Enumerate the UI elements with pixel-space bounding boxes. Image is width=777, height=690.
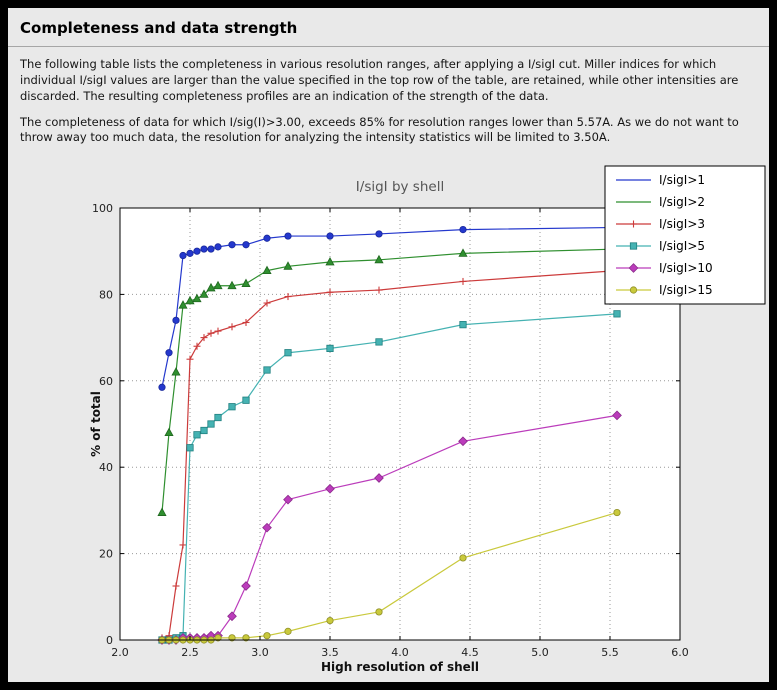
completeness-figure: 2.0 2.5 3.0 3.5 4.0 4.5 5.0 5.5 6.0 0 20 40 60 80 100 I… bbox=[8, 160, 769, 682]
legend-label: I/sigI>2 bbox=[659, 195, 705, 209]
x-tick-label: 4.0 bbox=[391, 646, 409, 659]
y-tick-label: 60 bbox=[99, 375, 113, 388]
x-tick-label: 5.0 bbox=[531, 646, 549, 659]
title-divider bbox=[8, 46, 769, 47]
x-tick-label: 3.5 bbox=[321, 646, 339, 659]
chart-generated: 2.0 2.5 3.0 3.5 4.0 4.5 5.0 5.5 6.0 0 20 40 60 80 100 I… bbox=[92, 165, 766, 659]
y-axis-label: % of total bbox=[89, 391, 103, 457]
chart-title: I/sigI by shell bbox=[356, 179, 444, 195]
y-tick-label: 80 bbox=[99, 288, 113, 301]
report-page: Completeness and data strength The follo… bbox=[8, 8, 769, 682]
legend-label: I/sigI>10 bbox=[659, 261, 713, 275]
x-tick-label: 4.5 bbox=[461, 646, 479, 659]
y-tick-label: 40 bbox=[99, 461, 113, 474]
x-axis-label: High resolution of shell bbox=[321, 660, 479, 674]
legend-label: I/sigI>5 bbox=[659, 239, 705, 253]
y-tick-label: 0 bbox=[106, 634, 113, 647]
x-tick-label: 2.5 bbox=[181, 646, 199, 659]
x-tick-label: 2.0 bbox=[111, 646, 129, 659]
legend-label: I/sigI>3 bbox=[659, 217, 705, 231]
legend-label: I/sigI>1 bbox=[659, 173, 705, 187]
intro-paragraph: The following table lists the completene… bbox=[20, 57, 739, 103]
x-tick-label: 3.0 bbox=[251, 646, 269, 659]
x-tick-label: 6.0 bbox=[671, 646, 689, 659]
legend-label: I/sigI>15 bbox=[659, 283, 713, 297]
page-title: Completeness and data strength bbox=[20, 19, 298, 37]
x-tick-label: 5.5 bbox=[601, 646, 619, 659]
y-tick-label: 100 bbox=[92, 202, 113, 215]
conclusion-paragraph: The completeness of data for which I/sig… bbox=[20, 114, 739, 145]
legend-box bbox=[604, 165, 766, 305]
chart-canvas: 2.0 2.5 3.0 3.5 4.0 4.5 5.0 5.5 6.0 0 20 40 60 80 100 I… bbox=[89, 165, 766, 674]
y-tick-label: 20 bbox=[99, 548, 113, 561]
